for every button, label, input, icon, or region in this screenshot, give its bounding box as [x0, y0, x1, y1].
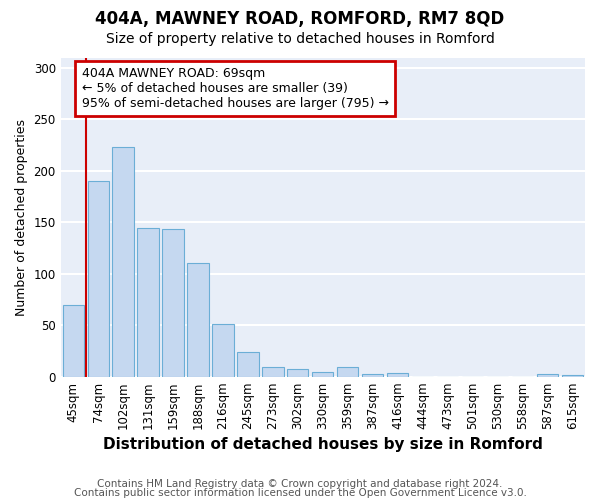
Bar: [262, 368, 284, 376]
Bar: [112, 147, 134, 376]
Bar: [362, 374, 383, 376]
Y-axis label: Number of detached properties: Number of detached properties: [15, 118, 28, 316]
Bar: [387, 372, 409, 376]
Bar: [337, 368, 358, 376]
Bar: [562, 374, 583, 376]
Text: Contains public sector information licensed under the Open Government Licence v3: Contains public sector information licen…: [74, 488, 526, 498]
Bar: [238, 352, 259, 376]
Bar: [137, 228, 158, 376]
Bar: [62, 304, 84, 376]
Bar: [312, 372, 334, 376]
Bar: [187, 264, 209, 376]
Bar: [163, 230, 184, 376]
Bar: [537, 374, 558, 376]
Text: 404A, MAWNEY ROAD, ROMFORD, RM7 8QD: 404A, MAWNEY ROAD, ROMFORD, RM7 8QD: [95, 10, 505, 28]
X-axis label: Distribution of detached houses by size in Romford: Distribution of detached houses by size …: [103, 438, 543, 452]
Text: 404A MAWNEY ROAD: 69sqm
← 5% of detached houses are smaller (39)
95% of semi-det: 404A MAWNEY ROAD: 69sqm ← 5% of detached…: [82, 67, 389, 110]
Text: Size of property relative to detached houses in Romford: Size of property relative to detached ho…: [106, 32, 494, 46]
Bar: [212, 324, 233, 376]
Bar: [287, 370, 308, 376]
Text: Contains HM Land Registry data © Crown copyright and database right 2024.: Contains HM Land Registry data © Crown c…: [97, 479, 503, 489]
Bar: [88, 181, 109, 376]
